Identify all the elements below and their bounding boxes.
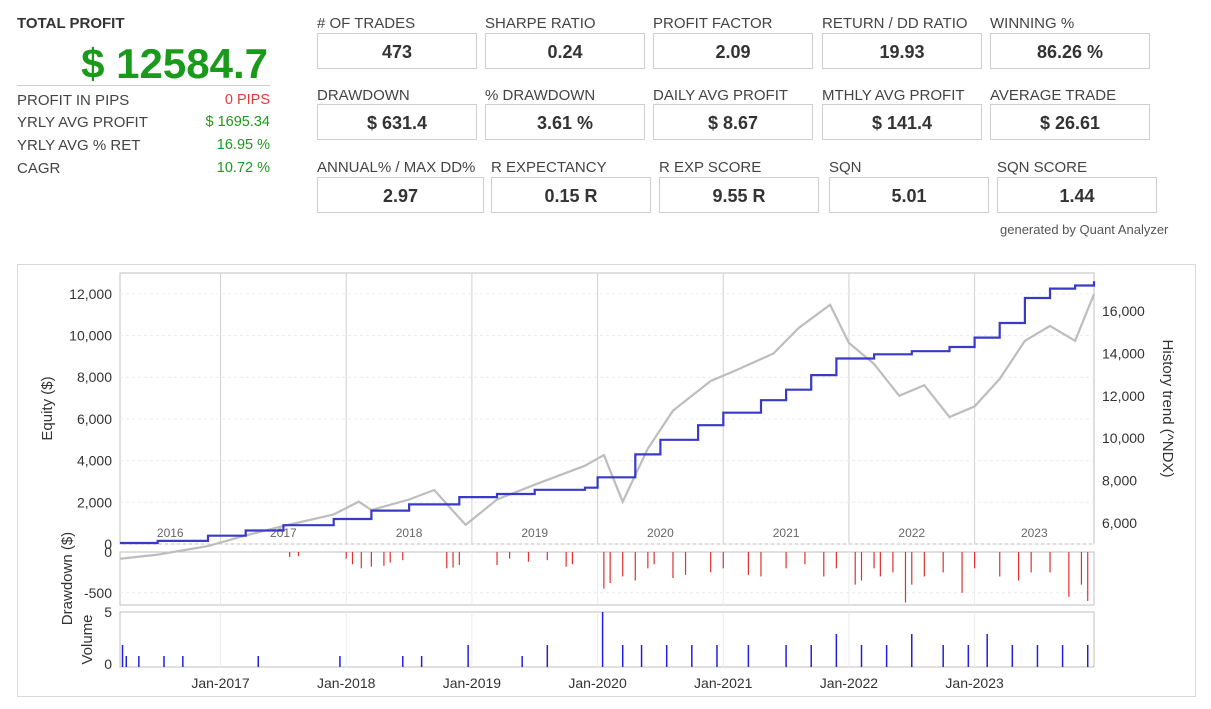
volume-axis-label: Volume (79, 614, 96, 664)
y-tick-label: 0 (104, 656, 112, 672)
y2-tick-label: 14,000 (1102, 345, 1145, 361)
metric-value: 473 (317, 33, 477, 69)
metric-label: RETURN / DD RATIO (822, 15, 968, 32)
drawdown-panel (119, 551, 1095, 606)
metric-value: 9.55 R (659, 177, 819, 213)
metric-label: DRAWDOWN (317, 87, 410, 104)
summary-divider (17, 85, 270, 86)
metric-value: 86.26 % (990, 33, 1150, 69)
year-label: 2022 (898, 526, 925, 540)
metric-label: SQN SCORE (997, 159, 1088, 176)
equity-panel (119, 272, 1095, 545)
generated-by-note: generated by Quant Analyzer (1000, 222, 1169, 237)
metric-label: WINNING % (990, 15, 1075, 32)
metric-label: DAILY AVG PROFIT (653, 87, 789, 104)
metric-label: AVERAGE TRADE (990, 87, 1117, 104)
metric-value: 0.24 (485, 33, 645, 69)
x-tick-label: Jan-2017 (191, 675, 250, 691)
y-tick-label: 0 (104, 536, 112, 552)
y2-tick-label: 6,000 (1102, 515, 1137, 531)
metric-value: 2.09 (653, 33, 813, 69)
year-label: 2023 (1021, 526, 1048, 540)
summary-row-value: 10.72 % (216, 160, 270, 176)
summary-row: YRLY AVG % RET 16.95 % (17, 137, 270, 159)
metric-label: % DRAWDOWN (485, 87, 596, 104)
equity-line (120, 281, 1096, 545)
history-trend-line (119, 293, 1096, 560)
x-tick-label: Jan-2022 (820, 675, 879, 691)
metric-value: 2.97 (317, 177, 484, 213)
summary-row-value: $ 1695.34 (205, 114, 270, 130)
y2-tick-label: 8,000 (1102, 472, 1137, 488)
year-label: 2018 (396, 526, 423, 540)
total-profit-title: TOTAL PROFIT (17, 15, 125, 32)
summary-row-value: 16.95 % (216, 137, 270, 153)
y2-tick-label: 12,000 (1102, 388, 1145, 404)
summary-row-label: YRLY AVG % RET (17, 137, 141, 154)
y-tick-label: 4,000 (77, 453, 112, 469)
y2-tick-label: 10,000 (1102, 430, 1145, 446)
x-tick-label: Jan-2020 (568, 675, 627, 691)
year-label: 2019 (521, 526, 548, 540)
year-label: 2020 (647, 526, 674, 540)
y-tick-label: 2,000 (77, 494, 112, 510)
metric-label: SQN (829, 159, 862, 176)
metric-value: $ 631.4 (317, 104, 477, 140)
metric-value: $ 8.67 (653, 104, 813, 140)
metric-label: ANNUAL% / MAX DD% (317, 159, 476, 176)
metric-value: 0.15 R (491, 177, 651, 213)
y-tick-label: 10,000 (69, 328, 112, 344)
metric-label: # OF TRADES (317, 15, 416, 32)
total-profit-value: $ 12584.7 (81, 40, 268, 87)
metric-value: 5.01 (829, 177, 989, 213)
summary-row: CAGR 10.72 % (17, 160, 270, 182)
metric-value: $ 141.4 (822, 104, 982, 140)
y-tick-label: 5 (104, 604, 112, 620)
year-label: 2016 (157, 526, 184, 540)
y-tick-label: 6,000 (77, 411, 112, 427)
summary-row-label: YRLY AVG PROFIT (17, 114, 148, 131)
metric-label: PROFIT FACTOR (653, 15, 773, 32)
y-tick-label: -500 (84, 585, 112, 601)
y-axis-label: Equity ($) (39, 376, 56, 440)
summary-row: PROFIT IN PIPS 0 PIPS (17, 92, 270, 114)
year-label: 2021 (773, 526, 800, 540)
y2-axis-label: History trend (^NDX) (1159, 340, 1176, 478)
drawdown-axis-label: Drawdown ($) (59, 532, 76, 625)
metric-label: R EXPECTANCY (491, 159, 607, 176)
summary-row-label: CAGR (17, 160, 61, 177)
y2-tick-label: 16,000 (1102, 303, 1145, 319)
metric-label: SHARPE RATIO (485, 15, 596, 32)
y-tick-label: 12,000 (69, 286, 112, 302)
metric-label: R EXP SCORE (659, 159, 762, 176)
summary-row-value: 0 PIPS (224, 92, 270, 108)
metric-value: $ 26.61 (990, 104, 1150, 140)
volume-panel (119, 611, 1095, 668)
metric-value: 1.44 (997, 177, 1157, 213)
metric-value: 3.61 % (485, 104, 645, 140)
x-tick-label: Jan-2018 (317, 675, 376, 691)
metric-label: MTHLY AVG PROFIT (822, 87, 965, 104)
summary-row: YRLY AVG PROFIT $ 1695.34 (17, 114, 270, 136)
x-tick-label: Jan-2023 (945, 675, 1004, 691)
x-tick-label: Jan-2021 (694, 675, 753, 691)
y-tick-label: 8,000 (77, 369, 112, 385)
x-tick-label: Jan-2019 (443, 675, 502, 691)
y-tick-label: 0 (104, 544, 112, 560)
chart-frame (17, 264, 1196, 697)
metric-value: 19.93 (822, 33, 982, 69)
summary-row-label: PROFIT IN PIPS (17, 92, 130, 109)
